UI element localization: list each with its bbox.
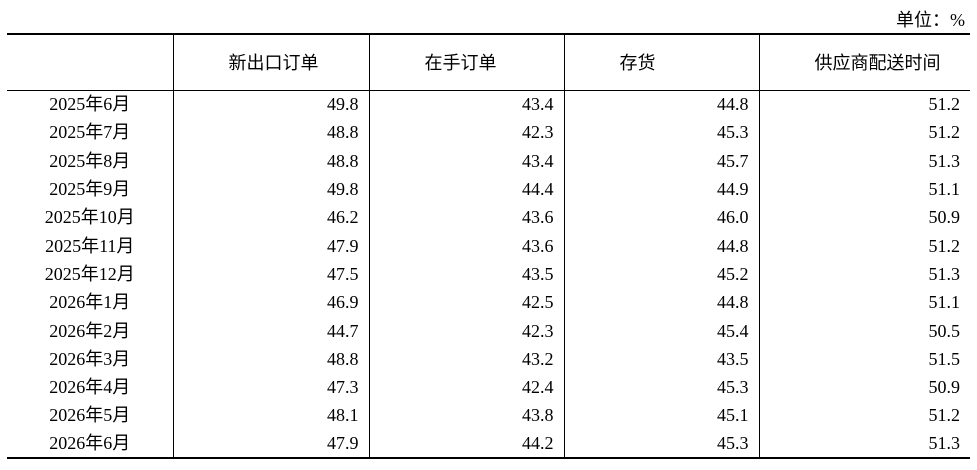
table-cell: 51.5: [758, 344, 970, 373]
row-label: 2025年11月: [45, 235, 135, 256]
table-cell: 42.3: [368, 118, 564, 147]
table-cell: 45.3: [563, 118, 759, 147]
row-label: 2025年7月: [49, 122, 131, 143]
table-row: 2025年6月 49.8 43.4 44.8 51.2: [7, 90, 970, 119]
table-cell: 49.8: [172, 174, 369, 204]
table-cell: 48.8: [172, 344, 369, 373]
table-cell: 42.5: [368, 288, 564, 317]
row-label: 2025年10月: [44, 207, 135, 228]
row-label: 2026年1月: [49, 292, 131, 313]
table-row: 2025年8月 48.8 43.4 45.7 51.3: [7, 146, 970, 175]
table-cell: 43.8: [368, 401, 564, 430]
table-cell: 42.3: [368, 316, 564, 345]
table-row: 2026年6月 47.9 44.2 45.3 51.3: [7, 429, 970, 459]
table-row: 2025年10月 46.2 43.6 46.0 50.9: [7, 203, 970, 232]
header-cell: 在手订单: [368, 33, 564, 91]
table-body: 2025年6月 49.8 43.4 44.8 51.2 2025年7月 48.8 42.3 45…: [7, 90, 970, 459]
table-cell: 44.4: [368, 174, 564, 204]
table-cell: 51.2: [758, 90, 970, 119]
table-cell: 48.8: [172, 118, 369, 147]
row-label: 2025年9月: [49, 179, 131, 200]
table-row: 2025年11月 47.9 43.6 44.8 51.2: [7, 231, 970, 260]
table-cell: 44.7: [172, 316, 369, 345]
table-cell: 46.0: [563, 203, 759, 232]
table-cell: 51.2: [758, 118, 970, 147]
table-cell: 47.9: [172, 231, 369, 260]
header-row: 新出口订单 在手订单 存货 供应商配送时间: [7, 33, 970, 91]
table-row: 2025年7月 48.8 42.3 45.3 51.2: [7, 118, 970, 147]
table-cell: 51.1: [758, 174, 970, 204]
table-row: 2026年1月 46.9 42.5 44.8 51.1: [7, 288, 970, 317]
table-row: 2026年5月 48.1 43.8 45.1 51.2: [7, 401, 970, 430]
header-cell: [7, 33, 173, 91]
table-row: 2026年3月 48.8 43.2 43.5 51.5: [7, 344, 970, 373]
table-cell: 46.2: [172, 203, 369, 232]
table-cell: 50.9: [758, 203, 970, 232]
row-label: 2025年6月: [49, 94, 131, 115]
table-cell: 44.8: [563, 90, 759, 119]
table-cell: 44.9: [563, 174, 759, 204]
table-cell: 51.2: [758, 231, 970, 260]
table-cell: 43.5: [368, 259, 564, 289]
table-cell: 44.8: [563, 231, 759, 260]
row-label: 2026年4月: [49, 377, 131, 398]
data-table: 新出口订单 在手订单 存货 供应商配送时间 2025年6月 49.8 43.4 44.8 51…: [7, 33, 970, 459]
table-cell: 51.3: [758, 146, 970, 175]
table-cell: 43.2: [368, 344, 564, 373]
table-cell: 43.4: [368, 90, 564, 119]
table-cell: 50.9: [758, 372, 970, 402]
row-label: 2025年12月: [44, 263, 135, 284]
row-label: 2026年2月: [49, 320, 131, 341]
table-cell: 42.4: [368, 372, 564, 402]
header-cell: 供应商配送时间: [758, 33, 970, 91]
table-cell: 43.4: [368, 146, 564, 175]
header-cell: 存货: [563, 33, 759, 91]
table-cell: 47.9: [172, 429, 369, 459]
row-label: 2025年8月: [49, 150, 131, 171]
table-cell: 44.8: [563, 288, 759, 317]
table-cell: 51.1: [758, 288, 970, 317]
table-cell: 51.2: [758, 401, 970, 430]
table-cell: 48.1: [172, 401, 369, 430]
unit-label: 单位：%: [896, 10, 965, 30]
table-cell: 45.3: [563, 372, 759, 402]
table-cell: 50.5: [758, 316, 970, 345]
table-cell: 45.7: [563, 146, 759, 175]
table-cell: 45.4: [563, 316, 759, 345]
table-cell: 47.3: [172, 372, 369, 402]
table-cell: 47.5: [172, 259, 369, 289]
table-row: 2025年9月 49.8 44.4 44.9 51.1: [7, 174, 970, 204]
table-cell: 45.1: [563, 401, 759, 430]
table-row: 2026年4月 47.3 42.4 45.3 50.9: [7, 372, 970, 402]
table-row: 2025年12月 47.5 43.5 45.2 51.3: [7, 259, 970, 289]
table-cell: 45.2: [563, 259, 759, 289]
table-cell: 43.5: [563, 344, 759, 373]
table-header: 新出口订单 在手订单 存货 供应商配送时间: [7, 33, 970, 91]
table-cell: 51.3: [758, 429, 970, 459]
table-row: 2026年2月 44.7 42.3 45.4 50.5: [7, 316, 970, 345]
row-label: 2026年6月: [7, 429, 173, 459]
table-cell: 43.6: [368, 203, 564, 232]
row-label: 2026年3月: [49, 348, 131, 369]
table-cell: 51.3: [758, 259, 970, 289]
table-cell: 48.8: [172, 146, 369, 175]
table-cell: 44.2: [368, 429, 564, 459]
row-label: 2026年5月: [49, 405, 131, 426]
header-cell: 新出口订单: [172, 33, 369, 91]
table-cell: 45.3: [563, 429, 759, 459]
table-cell: 49.8: [172, 90, 369, 119]
table-cell: 46.9: [172, 288, 369, 317]
table-cell: 43.6: [368, 231, 564, 260]
